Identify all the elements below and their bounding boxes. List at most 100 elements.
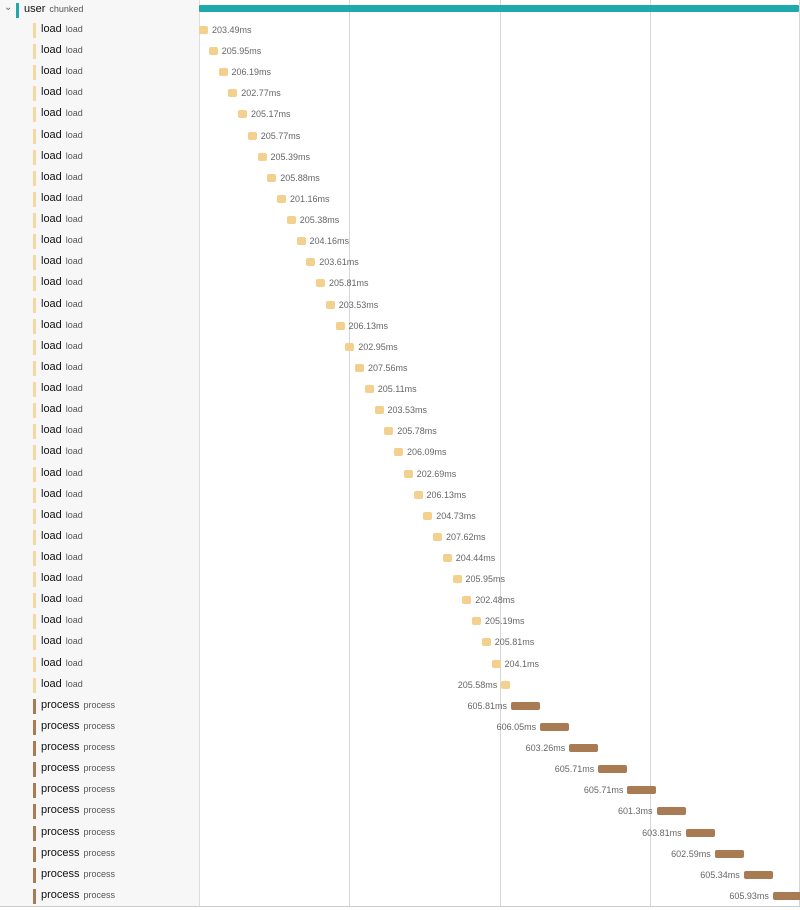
duration-label: 205.95ms [221,46,262,57]
span-row[interactable]: load load 204.1ms [0,654,800,675]
span-row[interactable]: load load 203.61ms [0,252,800,273]
span-bar[interactable] [218,68,228,77]
span-row[interactable]: load load 205.81ms [0,632,800,653]
span-bar[interactable] [656,807,686,816]
span-bar[interactable] [511,701,540,710]
span-bar[interactable] [394,448,403,457]
span-bar[interactable] [598,765,628,774]
span-row[interactable]: load load 205.77ms [0,126,800,147]
span-bar[interactable] [325,300,335,309]
span-bar[interactable] [743,870,773,879]
duration-label: 202.77ms [241,88,281,99]
span-row[interactable]: load load 207.62ms [0,527,800,548]
span-bar[interactable] [627,786,657,795]
span-bar[interactable] [286,216,296,225]
span-row[interactable]: process process 606.05ms [0,717,800,738]
span-bar[interactable] [384,427,394,436]
span-bar[interactable] [569,744,599,753]
span-row[interactable]: load load 205.58ms [0,675,800,696]
span-row[interactable]: load load 205.38ms [0,210,800,231]
span-row[interactable]: load load 201.16ms [0,189,800,210]
span-name: load [41,635,62,648]
span-row[interactable]: load load 205.19ms [0,611,800,632]
span-row[interactable]: load load 206.09ms [0,442,800,463]
span-row[interactable]: load load 202.77ms [0,83,800,104]
span-bar[interactable] [442,554,452,562]
span-row[interactable]: load load 203.49ms [0,20,800,41]
span-bar[interactable] [685,828,715,837]
span-bar[interactable] [228,89,238,98]
span-bar[interactable] [423,511,433,520]
span-bar[interactable] [540,722,570,731]
span-row[interactable]: load load 204.44ms [0,548,800,569]
collapse-chevron[interactable]: ⌄ [4,2,13,13]
span-row[interactable]: load load 202.69ms [0,464,800,485]
span-row[interactable]: load load 202.95ms [0,337,800,358]
span-bar[interactable] [413,490,423,499]
row-label: load load [41,340,83,352]
span-row[interactable]: process process 605.34ms [0,865,800,886]
span-bar[interactable] [452,575,462,584]
span-row[interactable]: load load 206.13ms [0,316,800,337]
span-row[interactable]: load load 205.11ms [0,379,800,400]
span-row[interactable]: process process 605.93ms [0,886,800,907]
span-row[interactable]: load load 206.19ms [0,62,800,83]
span-bar[interactable] [772,891,800,900]
header-row[interactable]: ⌄ user chunked [0,0,800,21]
span-row[interactable]: load load 204.16ms [0,231,800,252]
span-bar[interactable] [714,849,744,858]
span-row[interactable]: process process 605.71ms [0,759,800,780]
span-bar[interactable] [208,47,218,56]
span-bar[interactable] [277,194,286,203]
span-row[interactable]: load load 205.88ms [0,168,800,189]
span-bar[interactable] [374,406,384,415]
span-bar[interactable] [481,638,491,647]
row-label: user chunked [24,3,83,15]
span-row[interactable]: load load 206.13ms [0,485,800,506]
span-bar[interactable] [296,237,306,246]
span-bar[interactable] [403,469,413,478]
span-row[interactable]: load load 205.39ms [0,147,800,168]
span-row[interactable]: load load 203.53ms [0,400,800,421]
span-bar[interactable] [364,385,374,394]
span-bar[interactable] [316,279,325,288]
span-bar[interactable] [472,617,481,626]
span-bar[interactable] [501,680,511,689]
span-row[interactable]: process process 602.59ms [0,844,800,865]
span-bar[interactable] [345,342,355,351]
span-row[interactable]: process process 605.71ms [0,780,800,801]
span-row[interactable]: process process 605.81ms [0,696,800,717]
span-bar[interactable] [491,659,501,668]
span-bar[interactable] [306,258,316,267]
span-row[interactable]: load load 207.56ms [0,358,800,379]
span-bar[interactable] [335,321,345,330]
span-name: load [41,508,62,521]
span-row[interactable]: load load 203.53ms [0,295,800,316]
row-label: load load [41,488,83,500]
span-row[interactable]: load load 205.78ms [0,421,800,442]
span-bar[interactable] [199,5,799,12]
span-bar[interactable] [267,173,277,182]
span-row[interactable]: load load 205.95ms [0,41,800,62]
span-row[interactable]: process process 603.26ms [0,738,800,759]
span-row[interactable]: process process 603.81ms [0,823,800,844]
span-bar[interactable] [199,26,208,34]
row-label: load load [41,424,83,436]
span-bar[interactable] [238,110,247,119]
span-row[interactable]: load load 205.81ms [0,273,800,294]
span-name: load [41,382,62,395]
span-bar[interactable] [462,596,472,605]
row-label: load load [41,572,83,584]
duration-label: 204.1ms [504,658,540,669]
span-bar[interactable] [257,152,267,161]
span-bar[interactable] [247,131,257,140]
span-name: load [41,593,62,606]
span-row[interactable]: load load 205.95ms [0,569,800,590]
span-row[interactable]: process process 601.3ms [0,801,800,822]
row-label: process process [41,762,115,774]
span-row[interactable]: load load 205.17ms [0,104,800,125]
span-row[interactable]: load load 202.48ms [0,590,800,611]
span-row[interactable]: load load 204.73ms [0,506,800,527]
span-bar[interactable] [355,363,364,372]
span-bar[interactable] [433,532,442,541]
